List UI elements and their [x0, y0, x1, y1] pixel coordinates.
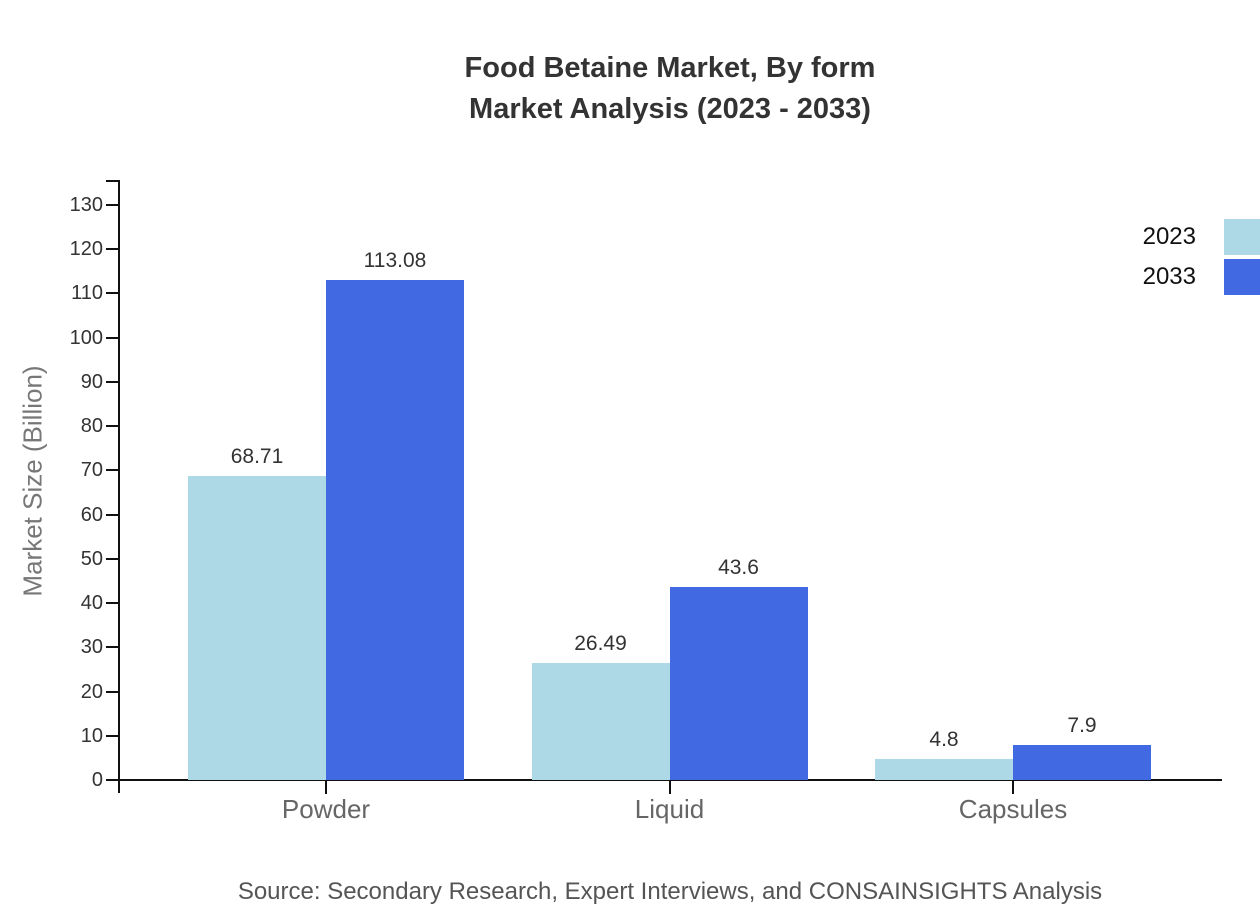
legend: 2023 2033 — [1143, 219, 1260, 299]
y-axis-tick — [106, 292, 118, 295]
bar-value-label: 4.8 — [929, 727, 959, 751]
y-axis-line — [118, 180, 120, 793]
y-axis-tick — [106, 380, 118, 383]
y-axis-tick-label: 100 — [69, 326, 103, 349]
y-axis-tick — [106, 557, 118, 560]
y-axis-tick-label: 130 — [69, 194, 103, 216]
x-axis-label-capsules: Capsules — [958, 794, 1068, 824]
y-axis-tick-label: 30 — [80, 636, 103, 659]
y-axis-tick — [106, 734, 118, 737]
x-axis-line — [118, 779, 1222, 781]
bar-2033-liquid — [669, 587, 808, 780]
bar-value-label: 7.9 — [1067, 714, 1097, 738]
y-axis-end-tick — [106, 180, 118, 182]
chart-title-line2: Market Analysis (2023 - 2033) — [469, 93, 871, 125]
legend-item-2023: 2023 — [1143, 219, 1260, 255]
y-axis-tick — [106, 469, 118, 472]
bar-2033-capsules — [1013, 745, 1151, 780]
y-axis-tick-label: 90 — [80, 370, 103, 393]
chart-title: Food Betaine Market, By form Market Anal… — [118, 48, 1222, 130]
y-axis-tick-label: 0 — [91, 769, 103, 791]
y-axis-tick-label: 40 — [80, 592, 103, 615]
legend-swatch-2033 — [1224, 259, 1260, 295]
y-axis-tick-label: 50 — [80, 547, 103, 570]
y-axis-tick-label: 120 — [69, 238, 103, 261]
y-axis-tick — [106, 646, 118, 649]
chart-title-line1: Food Betaine Market, By form — [464, 52, 876, 84]
bar-value-label: 26.49 — [574, 631, 627, 655]
legend-item-2033: 2033 — [1143, 259, 1260, 295]
bar-2033-powder — [326, 279, 464, 780]
x-axis-tick — [668, 781, 671, 794]
legend-label: 2023 — [1142, 223, 1196, 250]
y-axis-tick-label: 10 — [80, 724, 103, 747]
y-axis-tick-label: 60 — [80, 503, 103, 526]
y-axis-tick — [106, 204, 118, 206]
bar-2023-liquid — [531, 662, 670, 780]
y-axis-tick-label: 70 — [80, 459, 103, 482]
y-axis-tick-label: 20 — [80, 680, 103, 703]
y-axis-tick — [106, 602, 118, 605]
x-axis-label-liquid: Liquid — [634, 794, 705, 824]
y-axis-tick — [106, 248, 118, 251]
bar-2023-capsules — [875, 758, 1013, 780]
y-axis-tick — [106, 336, 118, 339]
bar-value-label: 43.6 — [718, 556, 759, 580]
bar-value-label: 113.08 — [363, 248, 427, 272]
y-axis-tick — [106, 779, 118, 781]
legend-label: 2033 — [1142, 263, 1196, 290]
y-axis-tick — [106, 690, 118, 693]
x-axis-label-powder: Powder — [281, 794, 371, 824]
bar-value-label: 68.71 — [230, 445, 284, 469]
source-note: Source: Secondary Research, Expert Inter… — [237, 878, 1103, 905]
y-axis-tick-label: 110 — [71, 282, 103, 305]
y-axis-tick — [106, 513, 118, 516]
x-axis-tick — [1012, 781, 1014, 794]
legend-swatch-2023 — [1224, 219, 1260, 255]
y-axis-tick — [106, 425, 118, 428]
y-axis-tick-label: 80 — [80, 415, 103, 438]
x-axis-tick — [325, 781, 327, 794]
bar-2023-powder — [188, 476, 326, 780]
